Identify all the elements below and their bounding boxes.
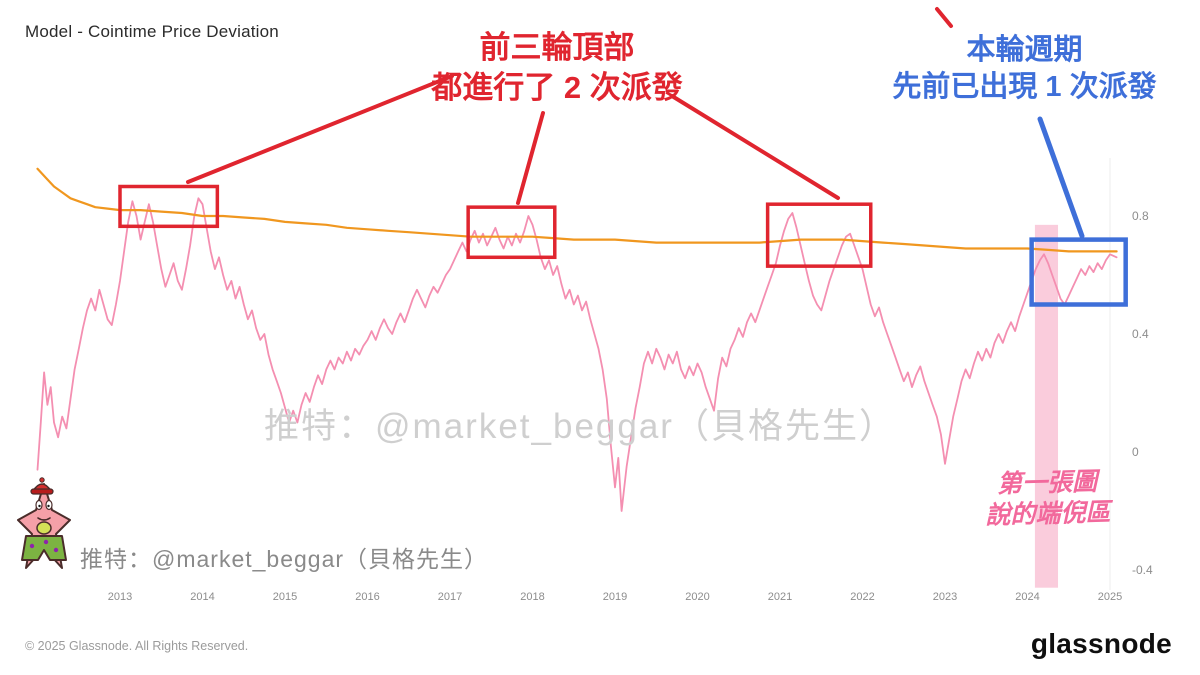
clue-zone-band (1034, 224, 1059, 588)
deviation-line (36, 197, 1118, 512)
glassnode-logo: glassnode (1030, 628, 1172, 659)
x-tick-label: 2014 (190, 591, 214, 603)
x-tick-label: 2015 (273, 591, 297, 603)
x-tick-label: 2016 (355, 591, 379, 603)
x-tick-label: 2025 (1098, 591, 1122, 603)
red-annotation-line2: 都進行了 2 次派發 (431, 69, 683, 105)
x-tick-label: 2013 (108, 591, 132, 603)
blue-annotation-line1: 本輪週期 (966, 34, 1083, 66)
pink-note-line2: 說的端倪區 (985, 498, 1111, 530)
current-cycle-box (1029, 237, 1128, 307)
blue-annotation-text: 本輪週期 先前已出現 1 次派發 (852, 32, 1197, 106)
x-tick-label: 2024 (1015, 591, 1039, 603)
chart-title: Model - Cointime Price Deviation (25, 22, 279, 41)
x-tick-label: 2023 (933, 591, 957, 603)
red-arrow-right (670, 94, 840, 200)
copyright-text: © 2025 Glassnode. All Rights Reserved. (25, 639, 249, 653)
red-annotation-line1: 前三輪頂部 (479, 30, 635, 65)
x-tick-label: 2019 (603, 591, 627, 603)
x-tick-label: 2018 (520, 591, 544, 603)
center-watermark: 推特：@market_beggar（貝格先生） (264, 407, 896, 446)
x-tick-label: 2017 (438, 591, 462, 603)
y-tick-label: 0.4 (1132, 327, 1149, 341)
cycle1-top-box (118, 184, 220, 229)
x-tick-label: 2020 (685, 591, 709, 603)
cycle3-top-box (765, 202, 873, 268)
blue-arrow (1037, 116, 1085, 239)
cycle2-top-box (466, 205, 557, 260)
x-tick-label: 2021 (768, 591, 792, 603)
pink-handwritten-note: 第一張圖 說的端倪區 (949, 465, 1146, 533)
red-arrow-left (186, 74, 454, 184)
y-tick-label: 0.8 (1132, 209, 1149, 223)
y-tick-label: -0.4 (1132, 563, 1153, 577)
pink-note-line1: 第一張圖 (996, 467, 1098, 499)
x-tick-label: 2022 (850, 591, 874, 603)
threshold-line (36, 167, 1118, 253)
bottom-watermark: 推特：@market_beggar（貝格先生） (80, 546, 489, 572)
patrick-mascot-image (12, 476, 76, 580)
y-tick-label: 0 (1132, 445, 1139, 459)
patrick-star-drawing (17, 477, 71, 569)
red-annotation-text: 前三輪頂部 都進行了 2 次派發 (372, 28, 742, 107)
blue-annotation-line2: 先前已出現 1 次派發 (892, 71, 1157, 104)
red-mark-top (935, 7, 953, 28)
red-arrow-middle (516, 111, 545, 205)
